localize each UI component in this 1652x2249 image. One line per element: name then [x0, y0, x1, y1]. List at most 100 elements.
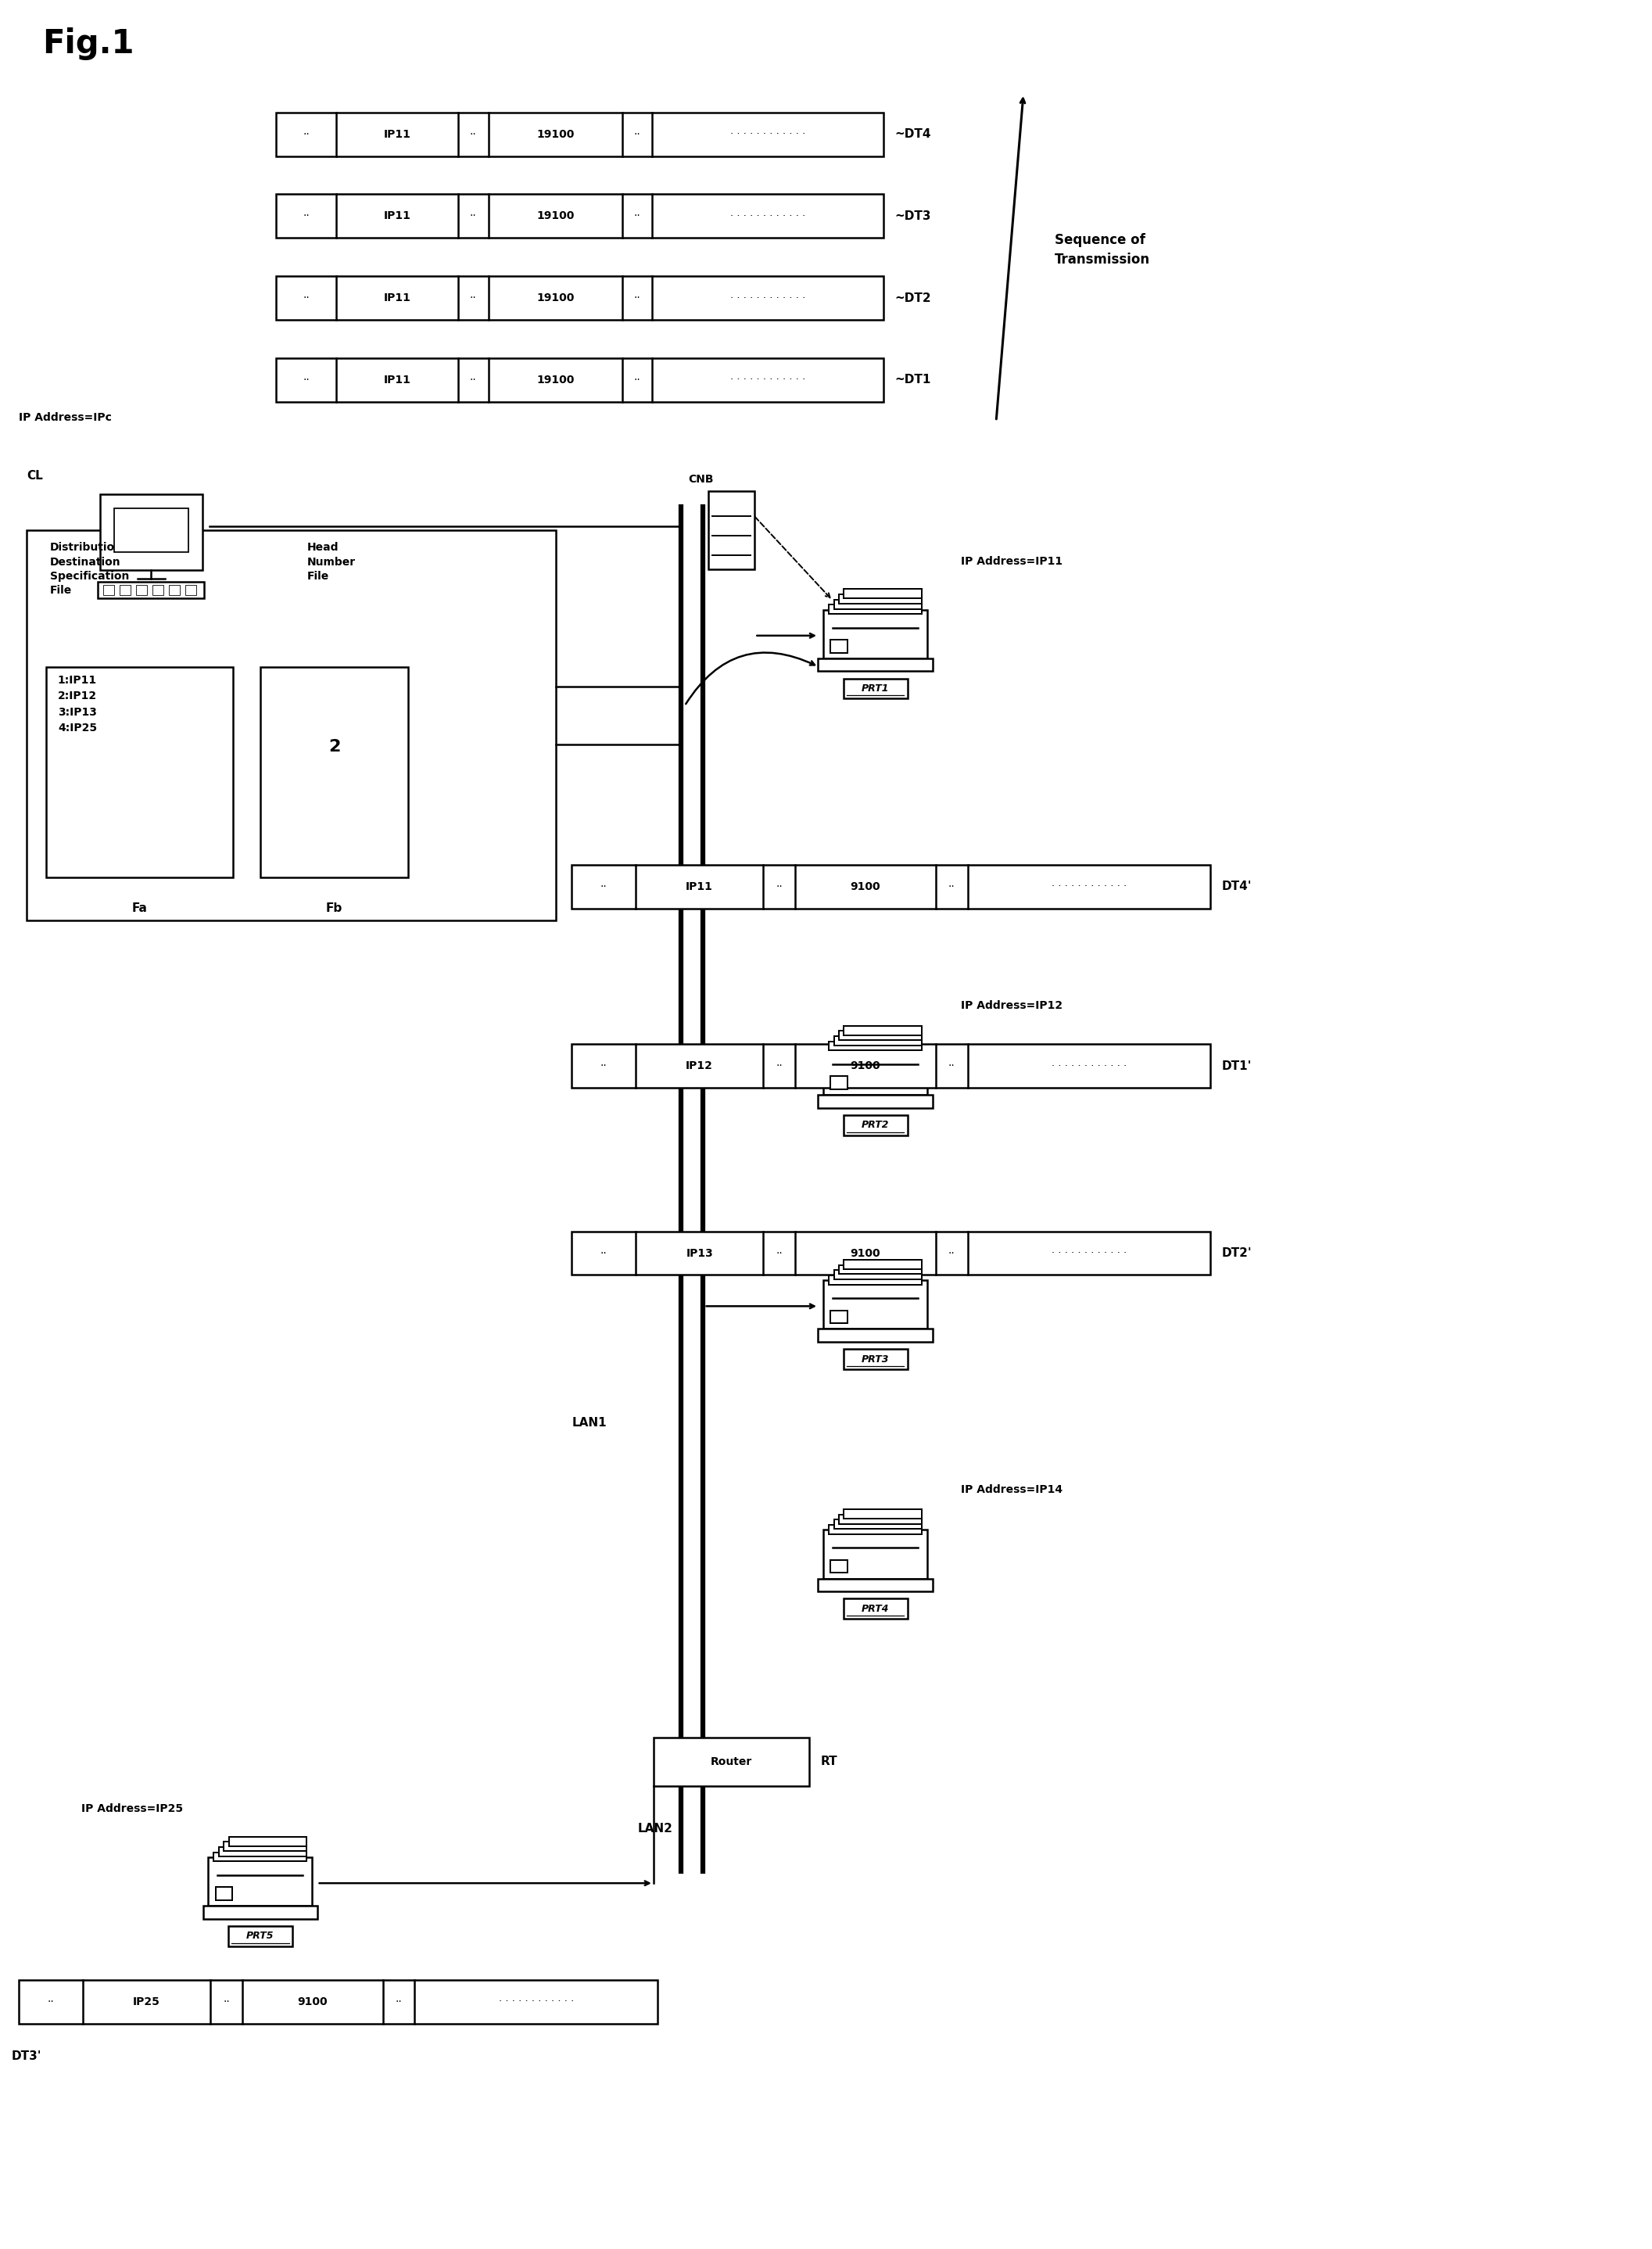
Bar: [839, 594, 922, 603]
Text: Router: Router: [710, 1756, 752, 1768]
Text: IP25: IP25: [132, 1997, 160, 2006]
Text: · · · · · · · · · · · ·: · · · · · · · · · · · ·: [1051, 1062, 1127, 1071]
Bar: [818, 1095, 933, 1109]
Text: 19100: 19100: [537, 128, 575, 139]
Bar: [97, 582, 205, 598]
Bar: [215, 1887, 231, 1900]
Bar: [102, 585, 114, 596]
Text: ··: ··: [948, 1062, 955, 1071]
Text: IP11: IP11: [383, 373, 411, 385]
Bar: [46, 666, 233, 877]
Text: ··: ··: [223, 1997, 230, 2006]
Text: IP13: IP13: [686, 1248, 714, 1259]
Text: ··: ··: [600, 1248, 606, 1259]
Bar: [572, 866, 1211, 909]
Text: ··: ··: [776, 1062, 783, 1071]
Text: ··: ··: [634, 128, 641, 139]
Text: 9100: 9100: [851, 882, 881, 893]
Text: IP11: IP11: [383, 211, 411, 223]
Bar: [276, 112, 884, 155]
Bar: [572, 1044, 1211, 1089]
Text: IP Address=IP11: IP Address=IP11: [961, 556, 1062, 567]
Bar: [823, 1529, 927, 1579]
Text: LAN2: LAN2: [638, 1822, 672, 1835]
Text: IP Address=IP12: IP Address=IP12: [961, 1001, 1062, 1012]
Bar: [818, 659, 933, 670]
Text: ··: ··: [302, 128, 309, 139]
Text: CNB: CNB: [689, 475, 714, 486]
Text: · · · · · · · · · · · ·: · · · · · · · · · · · ·: [499, 1997, 573, 2006]
Text: PRT5: PRT5: [246, 1932, 274, 1941]
Text: · · · · · · · · · · · ·: · · · · · · · · · · · ·: [730, 128, 806, 139]
Text: · · · · · · · · · · · ·: · · · · · · · · · · · ·: [730, 376, 806, 385]
Text: ··: ··: [634, 211, 641, 223]
Text: DT2': DT2': [1222, 1248, 1252, 1259]
Text: Head
Number
File: Head Number File: [307, 542, 355, 582]
Text: ··: ··: [776, 1248, 783, 1259]
Text: Fig.1: Fig.1: [43, 27, 134, 61]
Text: IP Address=IP13: IP Address=IP13: [961, 1235, 1062, 1246]
Bar: [839, 1030, 922, 1041]
Bar: [223, 1842, 307, 1851]
Bar: [135, 585, 147, 596]
Bar: [18, 1979, 657, 2024]
Text: ~DT4: ~DT4: [895, 128, 932, 139]
Text: · · · · · · · · · · · ·: · · · · · · · · · · · ·: [1051, 882, 1127, 893]
Text: PRT3: PRT3: [862, 1354, 889, 1365]
Text: ··: ··: [776, 882, 783, 893]
Text: ··: ··: [600, 882, 606, 893]
Bar: [831, 1561, 847, 1572]
Text: IP11: IP11: [686, 882, 714, 893]
Bar: [843, 1599, 907, 1619]
Text: ~DT3: ~DT3: [895, 209, 932, 223]
Bar: [844, 1509, 922, 1518]
Text: 19100: 19100: [537, 292, 575, 304]
Text: IP Address=IPc: IP Address=IPc: [18, 412, 112, 423]
Text: ··: ··: [469, 211, 477, 223]
Bar: [169, 585, 180, 596]
Bar: [831, 1311, 847, 1322]
Bar: [261, 666, 408, 877]
Text: · · · · · · · · · · · ·: · · · · · · · · · · · ·: [730, 211, 806, 220]
Text: DT1': DT1': [1222, 1059, 1252, 1073]
Text: IP Address=IP14: IP Address=IP14: [961, 1484, 1062, 1496]
Bar: [99, 495, 203, 569]
Bar: [114, 508, 188, 551]
Text: 9100: 9100: [297, 1997, 327, 2006]
Bar: [185, 585, 197, 596]
Text: ··: ··: [634, 373, 641, 385]
Text: 9100: 9100: [851, 1062, 881, 1071]
Text: DT4': DT4': [1222, 882, 1252, 893]
Text: 9100: 9100: [851, 1248, 881, 1259]
Text: PRT4: PRT4: [862, 1604, 889, 1615]
Text: 2: 2: [329, 740, 340, 756]
Bar: [839, 1264, 922, 1275]
Bar: [843, 679, 907, 699]
Text: ··: ··: [48, 1997, 55, 2006]
Bar: [834, 1271, 922, 1280]
Text: ··: ··: [948, 882, 955, 893]
Text: · · · · · · · · · · · ·: · · · · · · · · · · · ·: [730, 292, 806, 304]
Bar: [829, 1275, 922, 1284]
Bar: [276, 358, 884, 403]
Text: ~DT1: ~DT1: [895, 373, 932, 387]
Bar: [818, 1329, 933, 1343]
Text: ··: ··: [302, 211, 309, 223]
Bar: [208, 1858, 312, 1905]
Bar: [572, 1230, 1211, 1275]
Bar: [203, 1905, 317, 1918]
Bar: [823, 1046, 927, 1095]
Bar: [834, 1037, 922, 1046]
Bar: [228, 1837, 307, 1846]
Text: ··: ··: [634, 292, 641, 304]
Text: IP Address=IP25: IP Address=IP25: [81, 1804, 183, 1815]
Text: 1:IP11
2:IP12
3:IP13
4:IP25: 1:IP11 2:IP12 3:IP13 4:IP25: [58, 675, 97, 733]
Bar: [709, 490, 755, 569]
Text: CL: CL: [26, 470, 43, 481]
Text: ··: ··: [469, 373, 477, 385]
Bar: [839, 1514, 922, 1525]
Bar: [823, 609, 927, 659]
Bar: [831, 1077, 847, 1089]
Text: ··: ··: [302, 373, 309, 385]
Bar: [654, 1738, 809, 1786]
